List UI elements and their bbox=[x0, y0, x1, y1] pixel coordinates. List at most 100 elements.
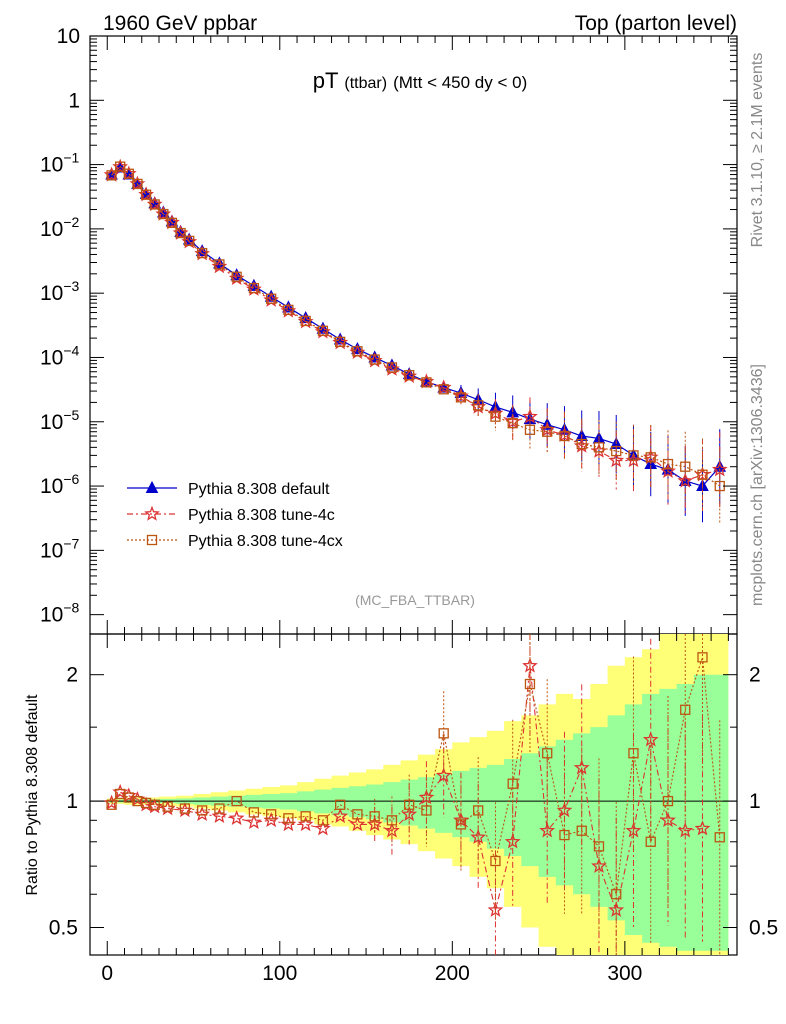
ratio-point-tune4c bbox=[245, 813, 262, 830]
ratio-point-tune4cx bbox=[490, 855, 501, 867]
ratio-point-tune4cx bbox=[680, 704, 691, 715]
ratio-point-tune4cx bbox=[335, 799, 346, 810]
main-plot-marks bbox=[103, 158, 728, 524]
title-main: pT bbox=[313, 68, 339, 93]
point-tune4cx bbox=[438, 384, 449, 395]
ratio-point-tune4cx bbox=[507, 778, 518, 789]
point-tune4cx bbox=[421, 377, 432, 388]
point-tune4cx bbox=[524, 424, 536, 435]
point-tune4cx bbox=[680, 461, 691, 472]
ratio-point-tune4c bbox=[573, 759, 590, 775]
title-sub: (ttbar) bbox=[344, 75, 387, 92]
ratio-point-tune4c bbox=[418, 789, 435, 805]
ratio-point-tune4cx bbox=[593, 841, 605, 852]
ratio-point-tune4c bbox=[314, 820, 331, 836]
ratio-point-tune4cx bbox=[697, 652, 708, 663]
ratio-point-tune4cx bbox=[438, 728, 449, 739]
ratio-point-tune4c bbox=[401, 805, 418, 822]
ratio-point-tune4cx bbox=[662, 795, 674, 807]
point-tune4cx bbox=[123, 168, 134, 179]
y-tick-label: 10−5 bbox=[40, 407, 80, 434]
title-cut: (Mtt < 450 dy < 0) bbox=[393, 73, 527, 92]
y-tick-label: 10−1 bbox=[40, 150, 80, 177]
ratio-point-tune4c bbox=[211, 807, 228, 824]
ratio-point-tune4cx bbox=[352, 809, 363, 820]
ratio-point-tune4c bbox=[677, 822, 694, 838]
ratio-point-tune4c bbox=[435, 767, 452, 783]
y-tick-label: 10−3 bbox=[40, 278, 80, 305]
y-tick-label: 10−6 bbox=[40, 471, 80, 498]
point-tune4cx bbox=[158, 208, 169, 220]
y-tick-label: 1 bbox=[68, 89, 80, 112]
legend-label-tune4c: Pythia 8.308 tune-4c bbox=[188, 507, 335, 524]
point-tune4cx bbox=[140, 189, 152, 200]
ratio-x-axis: 0 100 200 300 bbox=[101, 634, 729, 985]
point-tune4cx bbox=[283, 304, 294, 316]
y-tick-label: 10−2 bbox=[40, 214, 80, 241]
ratio-point-tune4c bbox=[332, 808, 349, 824]
point-tune4cx bbox=[317, 325, 329, 336]
point-tune4cx bbox=[149, 199, 160, 210]
point-tune4cx bbox=[166, 217, 178, 229]
ratio-point-tune4c bbox=[453, 812, 469, 828]
point-tune4cx bbox=[115, 161, 126, 172]
ratio-y-axis: 0.5 0.5 1 1 2 2 bbox=[49, 664, 778, 940]
legend-label-tune4cx: Pythia 8.308 tune-4cx bbox=[188, 533, 343, 550]
series-line-tune4c bbox=[111, 166, 720, 482]
y-tick-label: 10−7 bbox=[40, 535, 80, 562]
ratio-point-tune4cx bbox=[231, 795, 242, 807]
ratio-point-tune4c bbox=[228, 810, 245, 826]
legend-marker-tune4cx bbox=[146, 534, 158, 546]
ratio-point-tune4cx bbox=[300, 811, 311, 822]
ratio-point-tune4cx bbox=[386, 815, 398, 826]
point-tune4cx bbox=[697, 469, 708, 480]
point-tune4cx bbox=[335, 336, 346, 347]
ratio-point-tune4c bbox=[694, 820, 711, 836]
point-tune4cx bbox=[507, 418, 518, 429]
side-text-rivet: Rivet 3.1.10, ≥ 2.1M events bbox=[749, 53, 766, 248]
header-left: 1960 GeV ppbar bbox=[103, 12, 257, 35]
point-tune4cx bbox=[106, 170, 117, 181]
ratio-point-tune4cx bbox=[714, 832, 725, 843]
point-tune4cx bbox=[576, 438, 587, 450]
ratio-y-tick-label-right: 2 bbox=[749, 664, 761, 687]
ratio-point-tune4cx bbox=[576, 825, 587, 836]
ratio-ylabel: Ratio to Pythia 8.308 default bbox=[24, 694, 41, 896]
ratio-point-tune4cx bbox=[542, 748, 553, 759]
ratio-point-tune4c bbox=[487, 901, 504, 917]
legend-marker-tune4c bbox=[144, 505, 160, 521]
point-tune4cx bbox=[593, 442, 605, 453]
ratio-y-tick-label-right: 0.5 bbox=[749, 916, 778, 939]
point-tune4cx bbox=[248, 282, 260, 294]
ratio-y-tick-label: 0.5 bbox=[49, 916, 78, 939]
ratio-plot-marks bbox=[103, 634, 725, 955]
point-tune4cx bbox=[662, 458, 674, 470]
ratio-point-tune4cx bbox=[421, 805, 432, 816]
ratio-point-tune4cx bbox=[645, 836, 656, 847]
ratio-point-tune4cx bbox=[248, 807, 260, 818]
point-tune4cx bbox=[473, 400, 484, 411]
point-tune4cx bbox=[175, 227, 186, 239]
ratio-line-tune4cx bbox=[111, 657, 721, 895]
ratio-point-tune4cx bbox=[149, 799, 160, 810]
ratio-point-tune4cx bbox=[611, 889, 622, 900]
point-tune4cx bbox=[628, 450, 639, 461]
ratio-point-tune4cx bbox=[162, 801, 173, 812]
y-tick-label: 10 bbox=[57, 25, 80, 48]
point-default bbox=[333, 332, 347, 345]
ratio-point-tune4c bbox=[539, 822, 556, 838]
ratio-point-tune4c bbox=[297, 816, 314, 832]
ratio-panel: 0.5 0.5 1 1 2 2 0 100 200 300 Ratio to Pythia 8.… bbox=[24, 633, 778, 985]
point-tune4cx bbox=[542, 426, 553, 437]
side-text-mcplots: mcplots.cern.ch [arXiv:1306.3436] bbox=[749, 364, 766, 606]
ratio-point-tune4cx bbox=[283, 813, 294, 824]
ratio-point-tune4c bbox=[470, 828, 487, 844]
ratio-point-tune4c bbox=[660, 812, 676, 828]
x-tick-label: 100 bbox=[262, 962, 297, 985]
point-tune4cx bbox=[404, 370, 415, 381]
point-tune4c bbox=[711, 461, 728, 477]
point-tune4cx bbox=[559, 430, 570, 442]
ratio-point-tune4c bbox=[349, 816, 366, 832]
point-tune4cx bbox=[386, 362, 398, 373]
series-line-tune4cx bbox=[111, 165, 721, 487]
